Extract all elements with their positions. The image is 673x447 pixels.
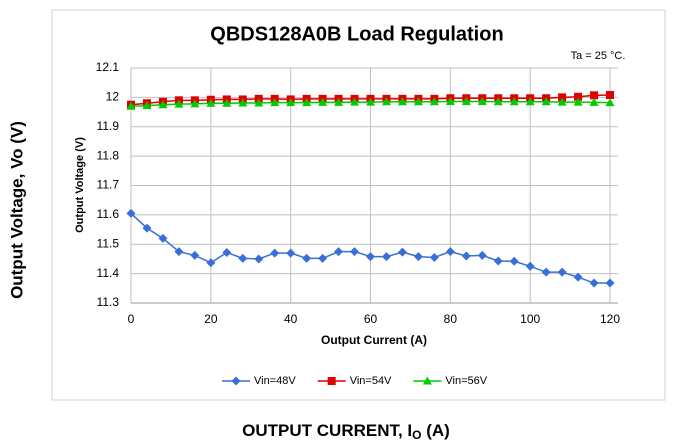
marker bbox=[461, 251, 471, 261]
marker bbox=[461, 96, 471, 105]
marker bbox=[286, 98, 296, 107]
marker bbox=[413, 252, 423, 262]
marker bbox=[126, 101, 136, 110]
chart-title: QBDS128A0B Load Regulation bbox=[210, 23, 503, 45]
marker bbox=[477, 96, 487, 105]
marker bbox=[206, 258, 216, 268]
legend-label: Vin=54V bbox=[350, 375, 392, 387]
marker bbox=[318, 97, 328, 106]
marker bbox=[397, 97, 407, 106]
marker bbox=[270, 248, 280, 258]
marker bbox=[222, 98, 232, 107]
marker bbox=[302, 98, 312, 107]
annotation: Ta = 25 °C. bbox=[571, 50, 626, 62]
marker bbox=[541, 267, 551, 277]
y-tick-label: 11.9 bbox=[97, 119, 120, 133]
outer-x-sub: O bbox=[412, 428, 421, 442]
marker bbox=[222, 247, 232, 257]
marker bbox=[238, 253, 248, 263]
marker bbox=[174, 247, 184, 257]
marker bbox=[366, 252, 376, 262]
y-tick-label: 11.4 bbox=[97, 266, 120, 280]
marker bbox=[231, 376, 241, 386]
chart-frame bbox=[51, 9, 666, 401]
y-tick-label: 12.1 bbox=[96, 60, 120, 74]
marker bbox=[334, 97, 344, 106]
outer-x-label: OUTPUT CURRENT, IO (A) bbox=[242, 421, 450, 442]
x-tick-label: 60 bbox=[364, 312, 378, 326]
marker bbox=[422, 376, 432, 385]
x-tick-label: 100 bbox=[520, 312, 540, 326]
marker bbox=[381, 97, 391, 106]
marker bbox=[477, 250, 487, 260]
marker bbox=[429, 97, 439, 106]
outer-x-end: (A) bbox=[422, 421, 450, 440]
x-tick-label: 0 bbox=[128, 312, 135, 326]
marker bbox=[158, 233, 168, 243]
outer-y-label: Output Voltage, Vo (V) bbox=[7, 121, 26, 299]
marker bbox=[574, 92, 583, 101]
marker bbox=[573, 272, 583, 282]
marker bbox=[606, 91, 615, 100]
marker bbox=[573, 97, 583, 106]
marker bbox=[413, 97, 423, 106]
marker bbox=[302, 253, 312, 263]
marker bbox=[589, 278, 599, 288]
marker bbox=[541, 97, 551, 106]
marker bbox=[286, 248, 296, 258]
marker bbox=[397, 247, 407, 257]
x-tick-label: 20 bbox=[204, 312, 218, 326]
marker bbox=[557, 267, 567, 277]
y-tick-label: 11.5 bbox=[97, 236, 120, 250]
marker bbox=[445, 96, 455, 105]
marker bbox=[174, 99, 184, 108]
marker bbox=[350, 97, 360, 106]
marker bbox=[509, 256, 519, 266]
y-tick-label: 12 bbox=[106, 90, 120, 104]
marker bbox=[525, 261, 535, 271]
legend-label: Vin=56V bbox=[445, 375, 487, 387]
x-tick-label: 120 bbox=[600, 312, 620, 326]
outer-x-main: OUTPUT CURRENT, I bbox=[242, 421, 412, 440]
marker bbox=[605, 278, 615, 288]
x-axis-label: Output Current (A) bbox=[321, 333, 427, 347]
marker bbox=[445, 247, 455, 257]
y-tick-label: 11.3 bbox=[97, 295, 120, 309]
marker bbox=[493, 97, 503, 106]
marker bbox=[238, 98, 248, 107]
marker bbox=[327, 377, 336, 385]
y-tick-label: 11.7 bbox=[97, 178, 120, 192]
marker bbox=[142, 223, 152, 233]
marker bbox=[190, 250, 200, 260]
marker bbox=[350, 247, 360, 257]
marker bbox=[381, 252, 391, 262]
marker bbox=[557, 97, 567, 106]
marker bbox=[142, 101, 152, 110]
y-tick-label: 11.8 bbox=[97, 148, 120, 162]
marker bbox=[254, 254, 264, 264]
marker bbox=[366, 97, 376, 106]
marker bbox=[334, 247, 344, 257]
marker bbox=[605, 98, 615, 107]
y-axis-label: Output Voltage (V) bbox=[74, 137, 86, 233]
marker bbox=[206, 98, 216, 107]
marker bbox=[589, 97, 599, 106]
marker bbox=[509, 97, 519, 106]
marker bbox=[525, 97, 535, 106]
marker bbox=[318, 253, 328, 263]
marker bbox=[158, 100, 168, 109]
x-tick-label: 80 bbox=[444, 312, 458, 326]
marker bbox=[254, 98, 264, 107]
marker bbox=[270, 98, 280, 107]
marker bbox=[590, 91, 599, 100]
marker bbox=[126, 208, 136, 218]
marker bbox=[493, 256, 503, 266]
marker bbox=[558, 93, 567, 102]
x-tick-label: 40 bbox=[284, 312, 298, 326]
marker bbox=[429, 252, 439, 262]
marker bbox=[190, 99, 200, 108]
y-tick-label: 11.6 bbox=[97, 207, 120, 221]
legend-label: Vin=48V bbox=[254, 375, 296, 387]
